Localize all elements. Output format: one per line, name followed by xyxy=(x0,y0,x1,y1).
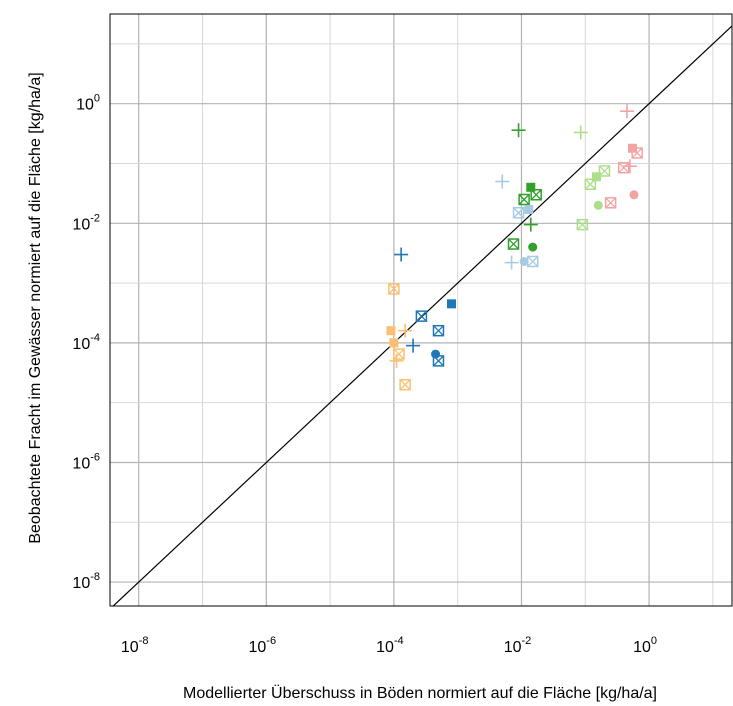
x-tick-label: 10-6 xyxy=(249,635,277,656)
square-cross-marker xyxy=(518,193,530,206)
square-filled-marker xyxy=(524,205,534,215)
x-tick-labels: 10-8 10-6 10-4 10-2 100 xyxy=(121,635,657,656)
plot-frame xyxy=(109,13,733,607)
x-axis-label: Modellierter Überschuss in Böden normier… xyxy=(183,684,657,702)
square-filled-marker xyxy=(446,299,456,309)
y-tick-label: 100 xyxy=(76,93,100,114)
square-cross-marker xyxy=(512,207,525,219)
square-cross-marker xyxy=(598,165,611,177)
plus-marker xyxy=(523,217,538,232)
x-tick-label: 10-8 xyxy=(121,635,149,656)
square-cross-marker xyxy=(399,378,411,391)
plus-marker xyxy=(619,104,634,119)
square-filled-marker xyxy=(389,338,399,348)
grid xyxy=(110,14,732,606)
square-filled-marker xyxy=(526,182,536,192)
plus-marker xyxy=(495,174,510,189)
square-cross-marker xyxy=(584,178,597,190)
plus-marker xyxy=(406,338,421,353)
y-tick-label: 10-4 xyxy=(72,332,100,353)
plus-marker xyxy=(573,125,588,140)
square-cross-marker xyxy=(432,355,445,367)
circle-filled-marker xyxy=(629,190,639,200)
square-cross-marker xyxy=(388,283,400,295)
y-tick-label: 10-6 xyxy=(72,451,100,472)
square-cross-marker xyxy=(631,147,643,159)
plus-marker xyxy=(394,247,409,262)
y-tick-label: 10-8 xyxy=(72,571,100,592)
square-cross-marker xyxy=(507,238,520,250)
circle-filled-marker xyxy=(528,242,538,252)
circle-filled-marker xyxy=(593,200,603,210)
square-cross-marker xyxy=(530,189,542,201)
square-cross-marker xyxy=(617,161,630,174)
x-tick-label: 10-2 xyxy=(504,635,532,656)
square-cross-marker xyxy=(576,218,589,231)
square-cross-marker xyxy=(393,348,405,360)
circle-filled-marker xyxy=(519,256,529,266)
square-cross-marker xyxy=(604,197,617,209)
plus-marker xyxy=(622,159,637,174)
plus-marker xyxy=(511,123,526,138)
y-axis-label: Beobachtete Fracht im Gewässer normiert … xyxy=(27,72,44,543)
data-points xyxy=(386,104,643,391)
plus-marker xyxy=(398,323,413,338)
square-filled-marker xyxy=(592,172,602,182)
y-tick-label: 10-2 xyxy=(72,212,100,233)
plot-background xyxy=(110,14,732,606)
square-cross-marker xyxy=(432,324,445,337)
plus-marker xyxy=(389,353,404,368)
square-cross-marker xyxy=(415,310,428,322)
x-tick-label: 10-4 xyxy=(376,635,404,656)
y-tick-labels: 10-8 10-6 10-4 10-2 100 xyxy=(72,93,100,592)
x-tick-label: 100 xyxy=(633,635,657,656)
plus-marker xyxy=(504,255,519,270)
square-filled-marker xyxy=(386,326,396,336)
